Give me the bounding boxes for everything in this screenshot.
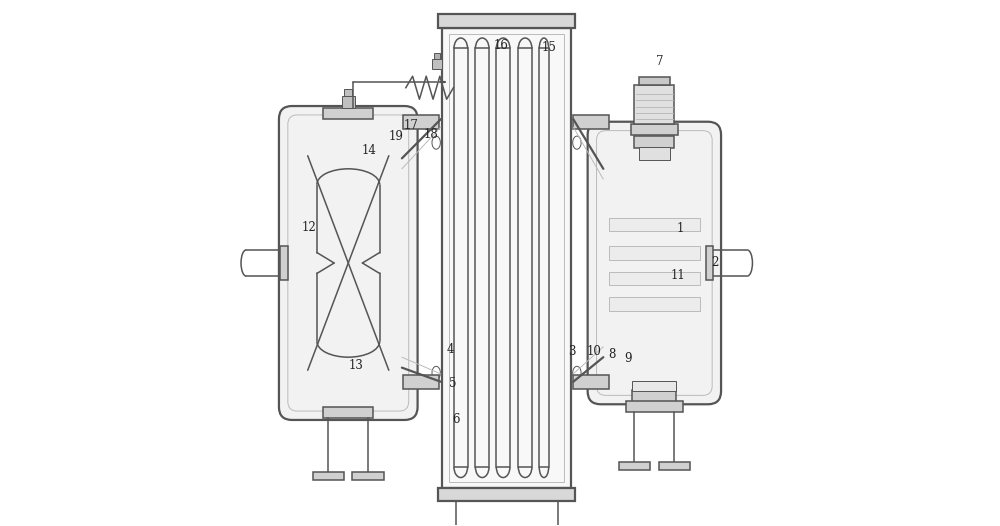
Bar [632, 381, 676, 391]
Bar [438, 488, 575, 501]
Text: 12: 12 [302, 221, 316, 235]
Bar [609, 218, 700, 231]
Bar [432, 59, 442, 69]
Bar [313, 472, 344, 480]
Bar [639, 147, 670, 160]
Bar [454, 48, 468, 467]
Text: 10: 10 [587, 346, 602, 358]
Text: 17: 17 [404, 119, 418, 133]
Bar [639, 77, 670, 85]
Text: 14: 14 [362, 144, 377, 157]
Text: 4: 4 [447, 343, 454, 356]
Bar [619, 462, 650, 470]
FancyBboxPatch shape [279, 106, 418, 420]
Bar [609, 271, 700, 285]
Bar [539, 48, 549, 467]
Text: 7: 7 [656, 55, 663, 68]
Bar [518, 48, 532, 467]
Text: 13: 13 [349, 359, 364, 371]
Bar [280, 246, 288, 280]
Text: 11: 11 [671, 269, 685, 281]
Text: 19: 19 [389, 130, 404, 143]
Text: 15: 15 [541, 41, 556, 54]
Text: 2: 2 [711, 257, 718, 269]
Text: 16: 16 [494, 39, 508, 52]
Bar [352, 472, 384, 480]
Bar [609, 246, 700, 259]
Bar [626, 401, 683, 412]
Bar [323, 108, 373, 119]
Text: 8: 8 [608, 348, 616, 361]
Bar [344, 89, 352, 96]
Bar [496, 48, 510, 467]
FancyBboxPatch shape [588, 122, 721, 404]
Bar [442, 27, 571, 488]
Bar [634, 85, 674, 124]
Text: 5: 5 [449, 377, 457, 390]
Bar [475, 48, 489, 467]
Bar [323, 407, 373, 418]
Bar [573, 115, 609, 128]
Bar [659, 462, 690, 470]
Bar [632, 390, 676, 402]
Bar [706, 246, 713, 280]
Text: 18: 18 [424, 128, 438, 141]
Bar [573, 376, 609, 389]
Bar [403, 376, 439, 389]
Bar [438, 15, 575, 27]
Text: 9: 9 [624, 352, 632, 365]
Text: 3: 3 [568, 346, 576, 358]
Bar [434, 53, 440, 59]
Bar [609, 297, 700, 311]
Text: 6: 6 [452, 413, 459, 427]
Bar [631, 124, 678, 135]
Text: 1: 1 [677, 222, 684, 236]
Bar [634, 136, 674, 148]
Bar [403, 115, 439, 128]
Bar [342, 96, 355, 108]
Bar [449, 34, 564, 482]
